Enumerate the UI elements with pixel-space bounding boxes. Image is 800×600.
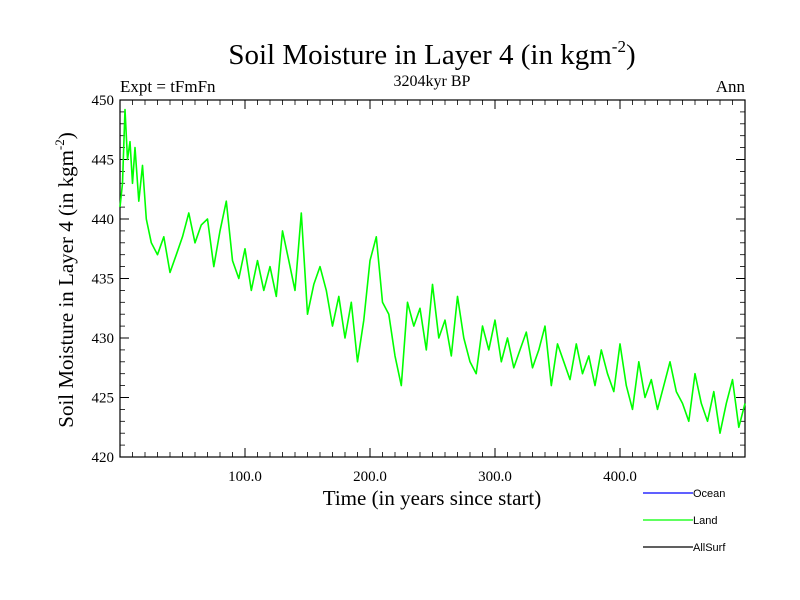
y-tick-labels: 420 425 430 435 440 445 450: [92, 93, 115, 466]
y-tick-label: 445: [92, 153, 115, 169]
legend-label-ocean: Ocean: [693, 488, 725, 500]
experiment-label: Expt = tFmFn: [120, 77, 216, 96]
legend: Ocean Land AllSurf: [643, 488, 726, 554]
x-tick-label: 200.0: [353, 469, 387, 485]
y-axis-label: Soil Moisture in Layer 4 (in kgm-2): [52, 132, 78, 427]
season-label: Ann: [716, 77, 746, 96]
axis-minor-ticks: [120, 100, 745, 457]
land-series-line: [119, 108, 746, 435]
y-tick-label: 450: [92, 93, 115, 109]
legend-label-land: Land: [693, 515, 717, 527]
y-tick-label: 420: [92, 450, 115, 466]
x-tick-label: 400.0: [603, 469, 637, 485]
x-tick-label: 300.0: [478, 469, 512, 485]
x-tick-label: 100.0: [228, 469, 262, 485]
legend-label-allsurf: AllSurf: [693, 542, 726, 554]
x-axis-label: Time (in years since start): [323, 486, 542, 510]
chart-title: Soil Moisture in Layer 4 (in kgm-2): [228, 37, 635, 71]
plot-frame: [119, 99, 746, 458]
y-tick-label: 440: [92, 212, 115, 228]
y-tick-label: 430: [92, 331, 115, 347]
x-tick-labels: 100.0 200.0 300.0 400.0: [228, 469, 637, 485]
y-tick-label: 425: [92, 391, 115, 407]
y-tick-label: 435: [92, 272, 115, 288]
chart-subtitle: 3204kyr BP: [394, 73, 471, 90]
axis-ticks: [120, 99, 745, 458]
